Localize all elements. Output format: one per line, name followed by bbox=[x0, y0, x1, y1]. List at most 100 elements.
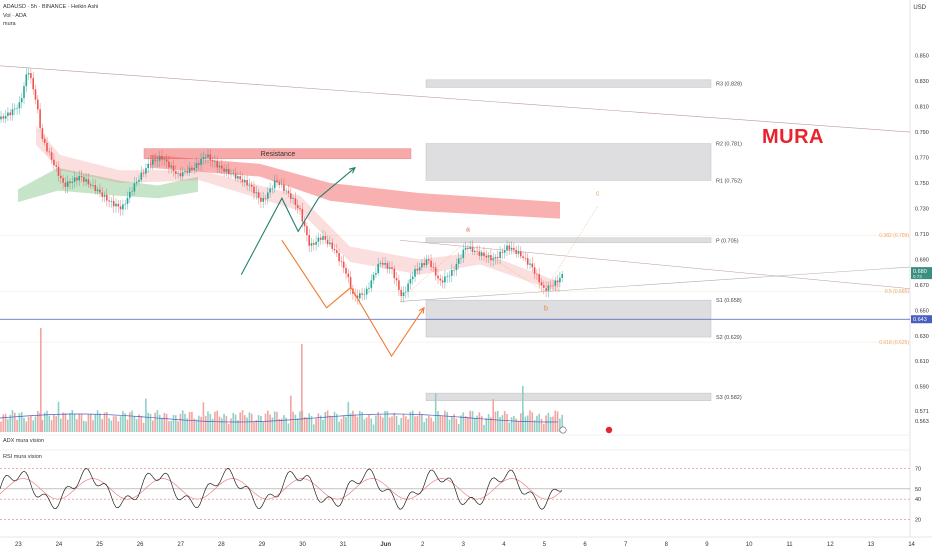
candle bbox=[501, 251, 504, 253]
candle bbox=[547, 285, 550, 291]
candle bbox=[96, 189, 99, 192]
candle bbox=[543, 285, 545, 288]
volume-bar bbox=[540, 418, 543, 432]
candle bbox=[101, 192, 103, 197]
fib-label: 0.382 (0.709) bbox=[879, 233, 909, 239]
candle bbox=[418, 267, 421, 271]
volume-bar bbox=[469, 410, 471, 432]
volume-bar bbox=[356, 416, 359, 432]
volume-bar bbox=[448, 419, 451, 432]
candle bbox=[273, 180, 276, 189]
volume-bar bbox=[331, 416, 333, 432]
candle bbox=[37, 99, 39, 110]
volume-bar bbox=[177, 421, 179, 432]
mura-indicator-label: mura bbox=[3, 21, 16, 27]
volume-bar bbox=[485, 417, 488, 432]
volume-bar bbox=[241, 410, 244, 432]
candle bbox=[2, 116, 5, 119]
price-tick-label: 0.850 bbox=[915, 54, 929, 60]
candle bbox=[200, 158, 202, 165]
candle bbox=[122, 204, 124, 210]
candle bbox=[499, 251, 501, 259]
volume-bar bbox=[0, 421, 2, 432]
candle bbox=[561, 274, 563, 278]
candle bbox=[14, 108, 16, 110]
candle bbox=[119, 206, 122, 210]
candle bbox=[322, 236, 324, 240]
candle bbox=[248, 184, 251, 186]
candle bbox=[76, 177, 78, 181]
resistance-label: Resistance bbox=[261, 151, 296, 158]
volume-bar bbox=[20, 412, 23, 432]
volume-bar bbox=[437, 411, 439, 432]
candle bbox=[94, 185, 97, 192]
volume-bar bbox=[379, 415, 382, 432]
currency-label: USD bbox=[913, 5, 926, 11]
candle bbox=[363, 294, 366, 296]
candle bbox=[16, 108, 18, 109]
rsi-tick-label: 20 bbox=[915, 518, 921, 524]
rsi-tick-label: 50 bbox=[915, 487, 921, 493]
candle bbox=[365, 288, 368, 295]
volume-bar bbox=[57, 401, 60, 432]
volume-bar bbox=[545, 415, 547, 432]
price-tick-label: 0.690 bbox=[915, 257, 929, 263]
volume-bar bbox=[14, 412, 16, 432]
candle bbox=[133, 183, 136, 192]
candle bbox=[46, 142, 48, 152]
candle bbox=[30, 73, 32, 79]
candle bbox=[457, 258, 460, 264]
volume-bar bbox=[158, 414, 161, 432]
candle bbox=[446, 276, 448, 277]
volume-bar bbox=[2, 414, 5, 432]
volume-bar bbox=[73, 414, 76, 432]
volume-indicator-label: Vol · ADA bbox=[3, 13, 27, 19]
candle bbox=[221, 165, 223, 169]
volume-bar bbox=[195, 419, 198, 432]
price-tick-label: 0.563 bbox=[915, 419, 929, 425]
candle bbox=[559, 277, 561, 283]
volume-bar bbox=[276, 411, 278, 432]
candle bbox=[149, 163, 152, 165]
candle bbox=[280, 184, 283, 186]
volume-bar bbox=[513, 415, 515, 432]
candle bbox=[533, 267, 536, 274]
volume-bar bbox=[43, 412, 46, 432]
candle bbox=[138, 179, 140, 182]
candle bbox=[108, 200, 110, 202]
volume-bar bbox=[352, 410, 354, 432]
candle bbox=[257, 192, 260, 198]
volume-bar bbox=[273, 411, 276, 432]
candle bbox=[552, 285, 554, 287]
volume-bar bbox=[377, 411, 379, 432]
volume-bar bbox=[414, 416, 416, 432]
volume-bar bbox=[80, 413, 83, 432]
volume-bar bbox=[246, 417, 248, 432]
time-tick-label: 6 bbox=[583, 542, 587, 548]
pivot-label: S3 (0.582) bbox=[716, 395, 742, 401]
candle bbox=[326, 239, 329, 245]
volume-bar bbox=[142, 422, 145, 432]
volume-bar bbox=[87, 414, 90, 432]
candle bbox=[161, 156, 163, 160]
volume-bar bbox=[547, 412, 550, 432]
candle bbox=[7, 112, 9, 116]
candle bbox=[319, 237, 322, 240]
volume-bar bbox=[370, 418, 373, 432]
candle bbox=[211, 160, 214, 162]
volume-spike-bar bbox=[301, 344, 303, 432]
volume-bar bbox=[294, 414, 297, 432]
ascending-trendline bbox=[399, 266, 911, 302]
volume-bar bbox=[508, 422, 511, 432]
volume-bar bbox=[244, 415, 246, 432]
candle bbox=[455, 263, 458, 271]
volume-bar bbox=[66, 419, 69, 432]
pivot-zone-p bbox=[425, 237, 712, 244]
candle bbox=[476, 250, 478, 252]
volume-bar bbox=[101, 419, 103, 432]
volume-bar bbox=[108, 418, 110, 432]
candle bbox=[25, 74, 28, 87]
candle bbox=[188, 167, 191, 173]
volume-bar bbox=[204, 415, 207, 432]
